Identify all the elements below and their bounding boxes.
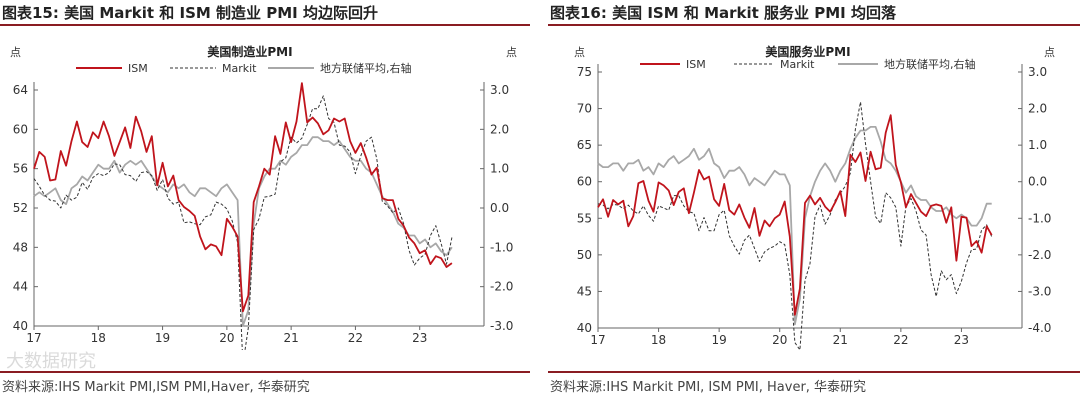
series-line-ism <box>597 114 993 316</box>
legend-label: ISM <box>686 58 706 71</box>
left-tick-label: 65 <box>577 138 592 152</box>
x-tick-label: 21 <box>284 331 299 345</box>
right-tick-label: 1.0 <box>490 162 509 176</box>
source-divider <box>548 371 1080 373</box>
x-tick-label: 20 <box>772 333 787 347</box>
right-tick-label: 2.0 <box>490 122 509 136</box>
left-axis-unit: 点 <box>10 46 21 59</box>
x-tick-label: 23 <box>412 331 427 345</box>
manufacturing-pmi-chart: 美国制造业PMI 点 点 40 44 48 52 56 60 64 -3.0 -2.0 -1.0 0.0 1… <box>10 44 517 350</box>
legend-label: 地方联储平均,右轴 <box>884 57 976 71</box>
right-tick-label: -3.0 <box>490 319 513 333</box>
left-tick-label: 56 <box>13 162 28 176</box>
x-tick-label: 22 <box>348 331 363 345</box>
legend-label: Markit <box>222 62 257 75</box>
right-tick-label: -1.0 <box>490 240 513 254</box>
title-divider <box>0 24 530 26</box>
series-line-markit <box>33 95 453 350</box>
series-line-regional-fed <box>597 126 992 326</box>
left-tick-label: 60 <box>13 122 28 136</box>
legend-label: 地方联储平均,右轴 <box>320 61 412 75</box>
figure-title: 图表16: 美国 ISM 和 Markit 服务业 PMI 均回落 <box>550 4 896 22</box>
x-tick-label: 19 <box>155 331 170 345</box>
x-tick-label: 21 <box>833 333 848 347</box>
chart-title: 美国服务业PMI <box>765 44 850 59</box>
source-note: 资料来源:IHS Markit PMI,ISM PMI,Haver, 华泰研究 <box>2 380 310 395</box>
left-tick-label: 52 <box>13 201 28 215</box>
left-tick-label: 64 <box>13 83 28 97</box>
left-tick-label: 60 <box>577 175 592 189</box>
right-axis-unit: 点 <box>1044 46 1055 59</box>
left-tick-label: 75 <box>577 65 592 79</box>
right-tick-label: 1.0 <box>1028 138 1047 152</box>
right-tick-label: -1.0 <box>1028 211 1051 225</box>
left-tick-label: 44 <box>13 280 28 294</box>
left-tick-label: 48 <box>13 240 28 254</box>
left-tick-label: 70 <box>577 102 592 116</box>
figure-15-panel: 图表15: 美国 Markit 和 ISM 制造业 PMI 均边际回升 美国制造… <box>0 0 530 401</box>
left-tick-label: 45 <box>577 284 592 298</box>
series-line-ism <box>33 82 453 313</box>
right-tick-label: 3.0 <box>1028 65 1047 79</box>
right-axis-unit: 点 <box>506 46 517 59</box>
x-tick-label: 17 <box>590 333 605 347</box>
right-tick-label: -3.0 <box>1028 284 1051 298</box>
source-note: 资料来源:IHS Markit PMI, ISM PMI, Haver, 华泰研… <box>550 380 867 395</box>
left-tick-label: 50 <box>577 248 592 262</box>
x-tick-label: 17 <box>26 331 41 345</box>
right-tick-label: -2.0 <box>490 280 513 294</box>
right-tick-label: 0.0 <box>490 201 509 215</box>
title-divider <box>548 24 1080 26</box>
figure-title: 图表15: 美国 Markit 和 ISM 制造业 PMI 均边际回升 <box>2 4 378 22</box>
x-tick-label: 18 <box>651 333 666 347</box>
left-tick-label: 40 <box>13 319 28 333</box>
right-tick-label: 2.0 <box>1028 102 1047 116</box>
left-tick-label: 55 <box>577 211 592 225</box>
x-tick-label: 19 <box>712 333 727 347</box>
left-tick-label: 40 <box>577 321 592 335</box>
figure-16-panel: 图表16: 美国 ISM 和 Markit 服务业 PMI 均回落 美国服务业P… <box>548 0 1080 401</box>
series-line-markit <box>597 101 993 350</box>
left-axis-unit: 点 <box>574 46 585 59</box>
x-tick-label: 20 <box>219 331 234 345</box>
legend-label: ISM <box>128 62 148 75</box>
x-tick-label: 18 <box>91 331 106 345</box>
right-tick-label: 0.0 <box>1028 175 1047 189</box>
series-line-regional-fed <box>33 136 453 327</box>
services-pmi-chart: 美国服务业PMI 点 点 40 45 50 55 60 65 70 75 -4.0 -3.0 -2.0 -1… <box>574 44 1055 350</box>
x-tick-label: 23 <box>954 333 969 347</box>
x-tick-label: 22 <box>893 333 908 347</box>
source-divider <box>0 371 530 373</box>
right-tick-label: -4.0 <box>1028 321 1051 335</box>
right-tick-label: 3.0 <box>490 83 509 97</box>
right-tick-label: -2.0 <box>1028 248 1051 262</box>
legend-label: Markit <box>780 58 815 71</box>
chart-title: 美国制造业PMI <box>207 44 292 59</box>
watermark: 大数据研究 <box>6 351 96 372</box>
